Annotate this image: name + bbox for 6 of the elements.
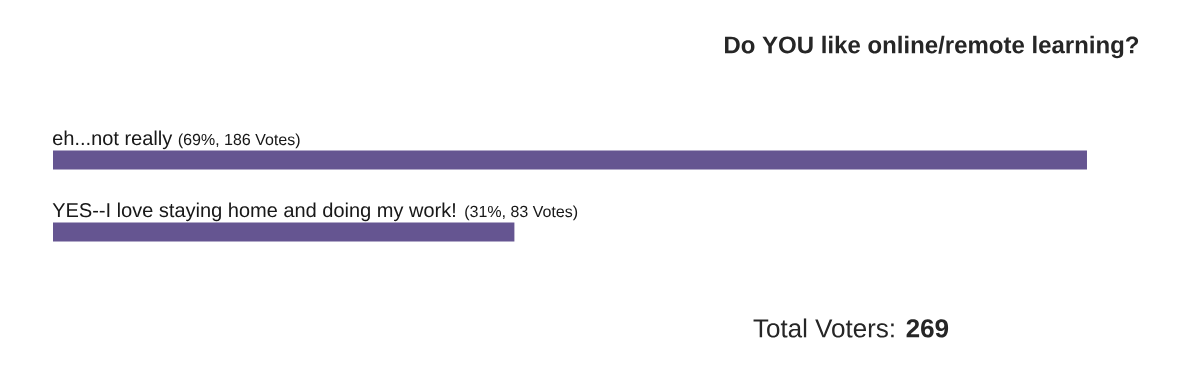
data-label: (31%, 83 Votes) xyxy=(465,205,578,221)
y-tick-label: YES--I love staying home and doing my work! xyxy=(52,202,455,222)
data-label: (69%, 186 Votes) xyxy=(178,133,300,149)
y-tick-label: eh...not really xyxy=(53,130,173,150)
text: Total Voters: 269 xyxy=(753,318,949,338)
chart-title: Do YOU like online/remote learning? xyxy=(725,35,1139,59)
